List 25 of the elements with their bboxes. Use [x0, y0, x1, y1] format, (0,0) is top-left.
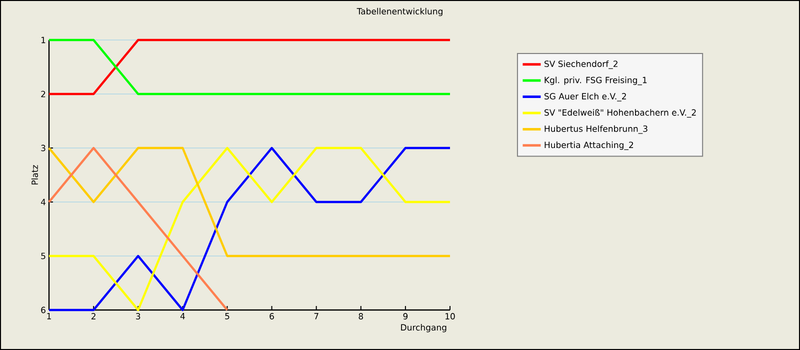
- legend-label: Kgl. priv. FSG Freising_1: [544, 76, 647, 86]
- legend-label: Hubertus Helfenbrunn_3: [544, 125, 648, 134]
- x-tick-label: 6: [270, 313, 274, 320]
- y-tick-label: 3: [41, 144, 46, 152]
- y-axis-title: Platz: [31, 165, 38, 184]
- x-axis-title: Durchgang: [401, 324, 446, 332]
- x-tick-label: 1: [47, 313, 51, 320]
- x-tick-label: 5: [225, 313, 230, 320]
- chart-title: Tabellenentwicklung: [356, 8, 442, 16]
- y-tick-label: 1: [42, 36, 46, 44]
- x-tick-label: 7: [314, 313, 318, 320]
- legend-label: SV Siechendorf_2: [544, 60, 618, 69]
- x-tick-label: 2: [91, 313, 96, 320]
- y-tick-label: 6: [41, 306, 46, 314]
- legend-label: Hubertia Attaching_2: [544, 142, 634, 150]
- x-tick-label: 10: [446, 313, 455, 320]
- y-tick-label: 5: [41, 252, 46, 260]
- x-tick-label: 4: [180, 313, 185, 320]
- x-tick-label: 8: [358, 313, 364, 320]
- x-tick-label: 9: [403, 313, 408, 320]
- legend-label: SV "Edelweiß" Hohenbachern e.V._2: [544, 109, 696, 118]
- y-tick-label: 2: [41, 90, 46, 98]
- legend-label: SG Auer Elch e.V._2: [544, 92, 626, 102]
- x-tick-label: 3: [136, 313, 140, 320]
- y-tick-label: 4: [40, 198, 46, 206]
